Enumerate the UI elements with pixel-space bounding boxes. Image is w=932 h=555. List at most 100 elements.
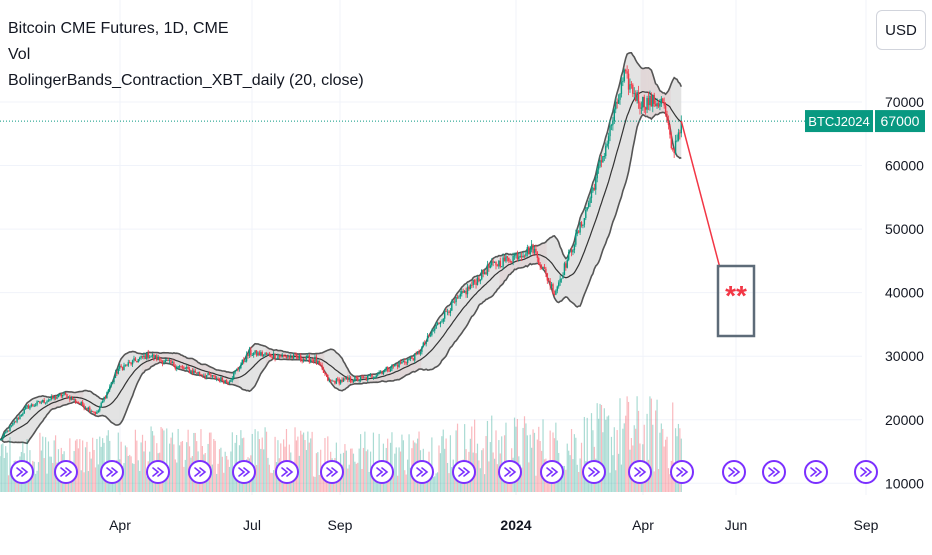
candle-body: [634, 93, 637, 101]
x-tick-label: Jun: [725, 517, 748, 533]
candle-body: [562, 275, 564, 279]
volume-bar: [515, 426, 517, 492]
volume-bar: [573, 434, 575, 492]
volume-bar: [357, 462, 359, 492]
candle-body: [415, 353, 417, 355]
volume-bar: [174, 459, 176, 492]
volume-bar: [605, 419, 607, 492]
event-arrow-icon[interactable]: [188, 460, 212, 484]
candle-body: [217, 378, 219, 380]
candle-body: [632, 84, 634, 94]
legend-volume[interactable]: Vol: [8, 46, 31, 63]
currency-button[interactable]: USD: [876, 10, 926, 50]
volume-bar: [90, 458, 92, 492]
volume-bar: [533, 432, 536, 492]
volume-bar: [217, 463, 219, 492]
event-arrow-icon[interactable]: [762, 460, 786, 484]
volume-bar: [635, 428, 637, 492]
volume-bar: [538, 426, 540, 492]
volume-bar: [7, 475, 10, 492]
event-arrow-icon[interactable]: [804, 460, 828, 484]
volume-bar: [391, 432, 393, 492]
candle-body: [292, 354, 295, 359]
volume-bar: [213, 439, 215, 492]
candle-body: [442, 318, 444, 322]
event-arrow-icon[interactable]: [232, 460, 256, 484]
projection-line[interactable]: [680, 120, 721, 268]
event-arrow-icon[interactable]: [146, 460, 170, 484]
candle-body: [291, 356, 293, 359]
x-tick-label: Apr: [109, 517, 131, 533]
candle-body: [666, 114, 668, 121]
candle-body: [633, 93, 635, 95]
candle-body: [391, 365, 393, 370]
candle-body: [456, 297, 459, 299]
legend-indicator[interactable]: BolingerBands_Contraction_XBT_daily (20,…: [8, 72, 364, 89]
event-arrow-icon[interactable]: [498, 460, 522, 484]
candle-body: [163, 362, 165, 364]
volume-bar: [653, 471, 655, 492]
volume-bar: [143, 451, 145, 492]
candle-body: [76, 402, 78, 404]
volume-bar: [27, 476, 30, 492]
candle-body: [150, 356, 152, 358]
candle-body: [612, 121, 614, 126]
event-arrow-icon[interactable]: [722, 460, 746, 484]
volume-bar: [529, 434, 531, 492]
volume-bar: [408, 434, 410, 492]
event-arrow-icon[interactable]: [410, 460, 434, 484]
volume-bar: [489, 442, 491, 492]
candle-body: [89, 407, 91, 412]
candle-body: [257, 352, 259, 356]
event-arrow-icon[interactable]: [628, 460, 652, 484]
candle-body: [656, 103, 658, 107]
candle-body: [434, 328, 436, 331]
volume-bar: [476, 443, 479, 492]
volume-bar: [493, 458, 496, 492]
candle-body: [642, 96, 644, 108]
event-arrow-icon[interactable]: [10, 460, 34, 484]
candle-body: [81, 402, 84, 406]
event-arrow-icon[interactable]: [452, 460, 476, 484]
candle-body: [57, 394, 60, 398]
event-arrow-icon[interactable]: [582, 460, 606, 484]
volume-bar: [379, 476, 382, 492]
event-arrow-icon[interactable]: [540, 460, 564, 484]
candle-body: [104, 397, 107, 399]
last-price-label[interactable]: BTCJ2024 67000: [805, 110, 925, 133]
event-arrow-icon[interactable]: [854, 460, 878, 484]
legend-symbol[interactable]: Bitcoin CME Futures, 1D, CME: [8, 20, 229, 37]
event-arrow-icon[interactable]: [54, 460, 78, 484]
candle-body: [284, 355, 286, 357]
candle-body: [29, 406, 31, 409]
event-arrow-icon[interactable]: [670, 460, 694, 484]
annotation-box[interactable]: **: [716, 264, 756, 338]
candle-body: [158, 356, 161, 361]
candle-body: [501, 266, 503, 268]
volume-bar: [652, 424, 654, 492]
candle-body: [626, 71, 628, 74]
volume-bar: [483, 474, 486, 492]
volume-bar: [615, 470, 617, 492]
event-arrow-icon[interactable]: [370, 460, 394, 484]
volume-bar: [161, 428, 164, 492]
candle-body: [220, 377, 222, 382]
candle-body: [160, 360, 162, 361]
event-arrow-icon[interactable]: [320, 460, 344, 484]
candle-body: [33, 405, 35, 407]
volume-bar: [679, 428, 681, 492]
volume-bar: [317, 452, 319, 492]
candle-body: [593, 187, 596, 190]
candle-body: [181, 366, 184, 368]
candle-body: [404, 361, 406, 363]
event-arrow-icon[interactable]: [275, 460, 299, 484]
volume-bar: [649, 396, 651, 492]
candle-body: [285, 356, 288, 358]
candle-body: [146, 352, 148, 360]
event-arrow-icon[interactable]: [100, 460, 124, 484]
candle-body: [639, 103, 641, 109]
candle-body: [136, 360, 138, 363]
candle-body: [271, 356, 273, 358]
